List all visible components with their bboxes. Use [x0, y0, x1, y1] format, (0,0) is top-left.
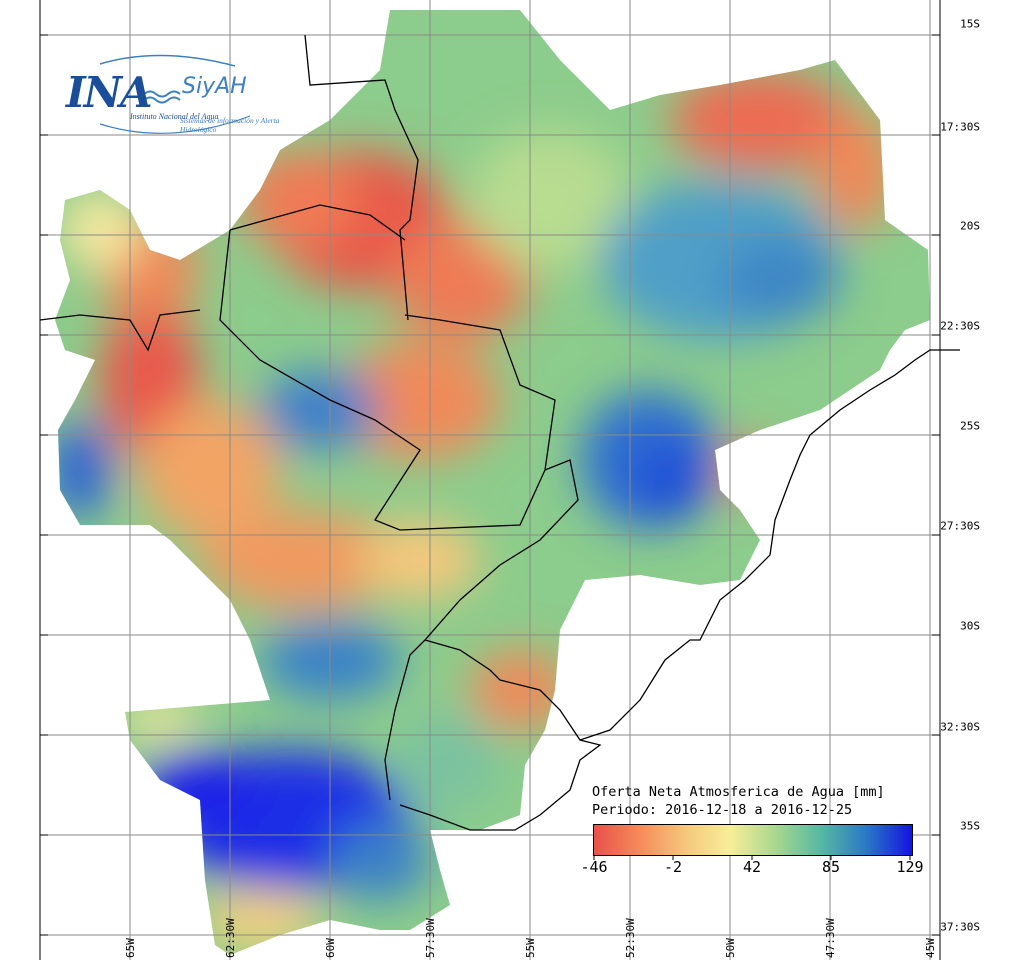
frame-ticks — [39, 0, 941, 960]
lat-label: 27:30S — [940, 519, 980, 533]
lon-label: 45W — [924, 938, 937, 958]
lon-label: 65W — [124, 938, 137, 958]
lon-label: 52:30W — [624, 918, 637, 958]
lat-label: 35S — [960, 819, 980, 833]
lon-label: 55W — [524, 938, 537, 958]
legend-period: Periodo: 2016-12-18 a 2016-12-25 — [592, 802, 853, 818]
logo-institute-text: Instituto Nacional del Agua — [130, 112, 219, 121]
lat-label: 15S — [960, 17, 980, 31]
legend-title: Oferta Neta Atmosferica de Agua [mm] — [592, 784, 885, 800]
country-borders — [39, 34, 960, 831]
lat-label: 30S — [960, 619, 980, 633]
lon-label: 47:30W — [824, 918, 837, 958]
lat-label: 37:30S — [940, 920, 980, 934]
ina-siyah-logo: INA SiyAH Instituto Nacional del Agua Si… — [60, 46, 280, 146]
lat-label: 25S — [960, 419, 980, 433]
lat-label: 32:30S — [940, 720, 980, 734]
colorbar — [593, 824, 913, 856]
logo-ina-text: INA — [66, 68, 153, 117]
logo-system-text: Sistemas de información y Alerta Hidroló… — [180, 116, 280, 134]
graticule — [40, 0, 940, 960]
logo-swoosh-icon — [99, 54, 251, 134]
colorbar-tick-label: 42 — [742, 858, 762, 876]
logo-siyah-text: SiyAH — [182, 74, 247, 99]
colorbar-tick-label: -46 — [580, 858, 608, 876]
lat-label: 22:30S — [940, 319, 980, 333]
lon-label: 60W — [324, 938, 337, 958]
lon-label: 50W — [724, 938, 737, 958]
colorbar-tick-label: 129 — [896, 858, 924, 876]
lon-label: 57:30W — [424, 918, 437, 958]
lat-label: 20S — [960, 219, 980, 233]
colorbar-tick-label: -2 — [663, 858, 683, 876]
lat-label: 17:30S — [940, 120, 980, 134]
lon-label: 62:30W — [224, 918, 237, 958]
colorbar-tick-label: 85 — [821, 858, 841, 876]
